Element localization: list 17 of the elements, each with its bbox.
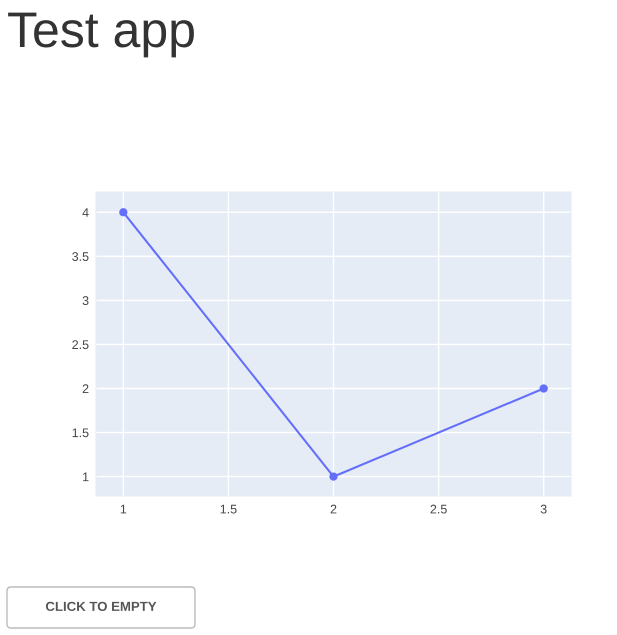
y-tick-label: 1.5 [72, 428, 89, 438]
y-tick-label: 2.5 [72, 340, 89, 350]
y-tick-label: 4 [82, 208, 89, 217]
y-tick-label: 1 [83, 472, 88, 482]
y-tick-label: 3 [82, 296, 89, 306]
point [329, 472, 338, 481]
x-tick-label: 1.5 [220, 504, 237, 514]
x-tick-label: 3 [540, 504, 547, 514]
point [119, 208, 128, 216]
x-tick-label: 2 [330, 504, 336, 514]
y-tick-label: 2 [82, 384, 88, 394]
point [540, 384, 548, 393]
y-tick-label: 3.5 [72, 252, 89, 261]
x-tick-label: 1 [120, 504, 126, 514]
x-tick-label: 2.5 [430, 504, 447, 514]
chart-title: Test app [8, 12, 194, 58]
text: CLICK TO EMPTY [46, 602, 156, 612]
